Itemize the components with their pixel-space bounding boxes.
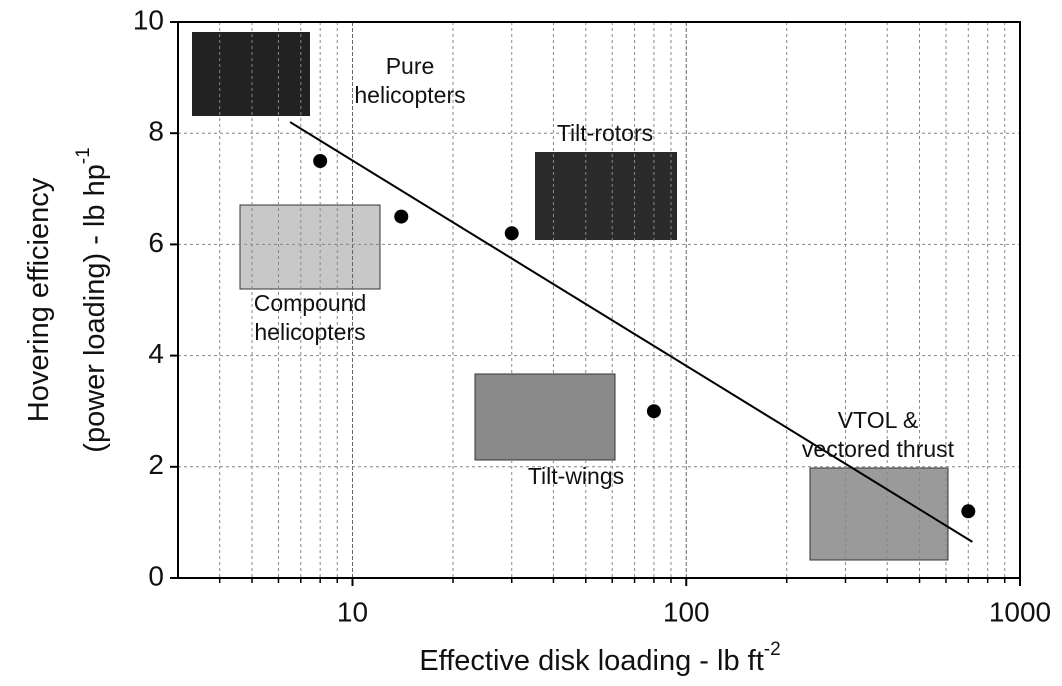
data-point — [961, 504, 976, 519]
annotation: Tilt-rotors — [557, 120, 653, 146]
annotation: Compound — [254, 290, 367, 316]
x-tick-label: 100 — [663, 596, 710, 627]
y-axis-label-sup: -1 — [73, 147, 94, 164]
y-tick-label: 4 — [148, 338, 164, 369]
annotation: helicopters — [254, 319, 365, 345]
y-tick-label: 6 — [148, 227, 164, 258]
data-point — [313, 154, 328, 168]
y-axis-label: (power loading) - lb hp-1 — [73, 147, 111, 452]
photos — [192, 32, 949, 561]
annotation: helicopters — [354, 82, 465, 108]
annotation: vectored thrust — [802, 436, 955, 462]
x-axis-label-sup: -2 — [764, 639, 781, 660]
annotation: Tilt-wings — [528, 463, 624, 489]
y-tick-label: 8 — [148, 116, 164, 147]
plot-frame — [177, 21, 1021, 579]
photo-compound-helicopter — [239, 204, 381, 290]
annotation: VTOL & — [838, 407, 919, 433]
x-tick-label: 1000 — [989, 596, 1051, 627]
data-point — [394, 209, 409, 224]
photo-tilt-wing — [474, 373, 616, 461]
data-point — [646, 404, 661, 419]
y-tick-label: 2 — [148, 449, 164, 480]
x-tick-label: 10 — [337, 596, 368, 627]
photo-tilt-rotor — [535, 152, 677, 240]
trend-line — [289, 121, 973, 543]
x-axis-label-text: Effective disk loading - lb ft — [419, 645, 763, 677]
y-tick-label: 10 — [133, 4, 164, 35]
annotation: Pure — [386, 53, 435, 79]
y-axis-label: Hovering efficiency — [23, 177, 55, 422]
photo-pure-helicopter — [192, 32, 310, 116]
data-point — [504, 226, 519, 241]
x-axis-label: Effective disk loading - lb ft-2 — [419, 639, 780, 677]
y-axis-label-text: (power loading) - lb hp — [79, 164, 111, 453]
y-axis-label-text: Hovering efficiency — [23, 177, 55, 422]
y-tick-label: 0 — [148, 560, 164, 591]
